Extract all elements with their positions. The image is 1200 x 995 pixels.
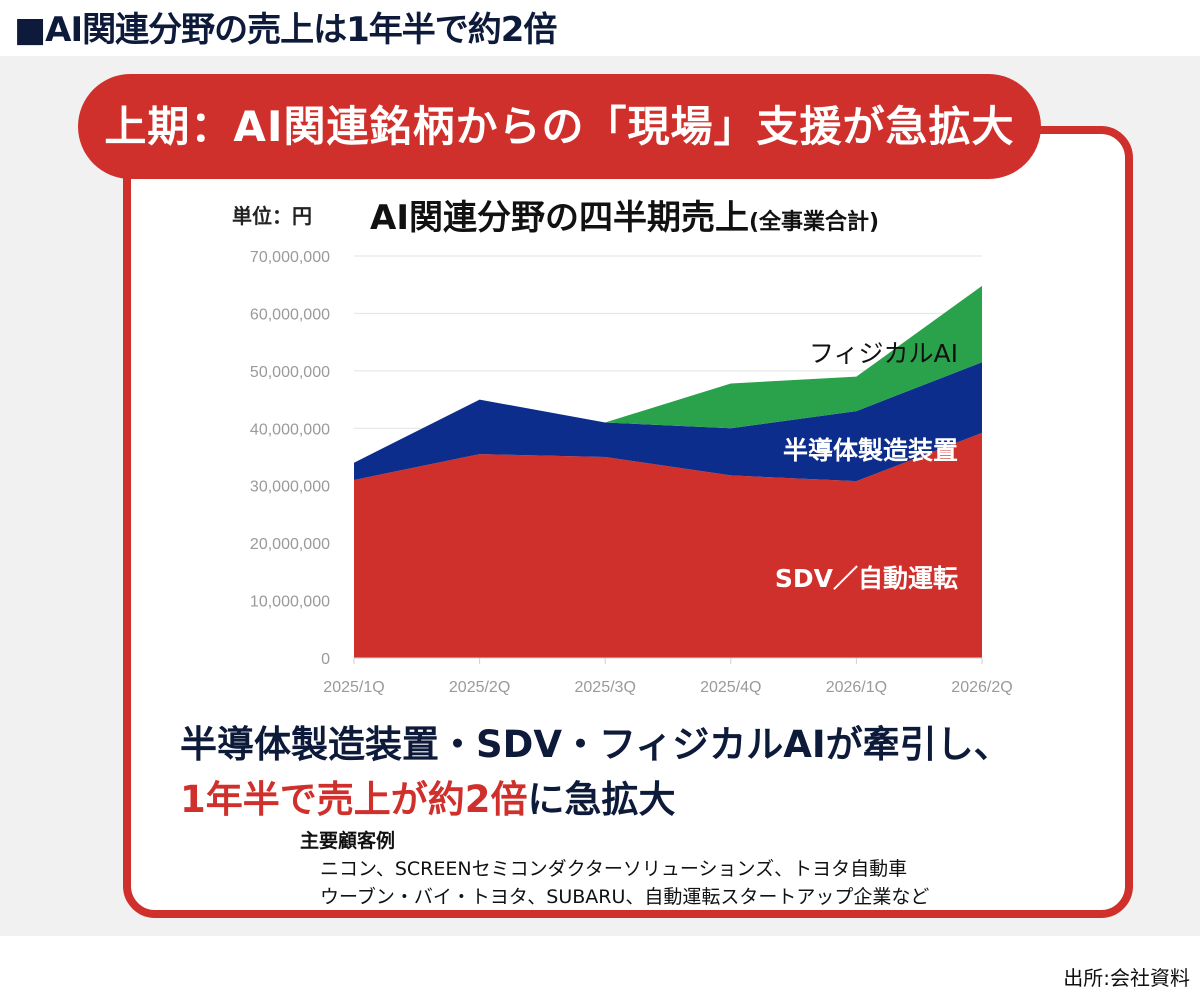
x-tick-label: 2026/2Q bbox=[951, 679, 1012, 696]
source-note: 出所:会社資料 bbox=[1063, 966, 1190, 990]
summary-accent: 1年半で売上が約2倍 bbox=[180, 778, 528, 821]
x-tick-label: 2025/3Q bbox=[575, 679, 636, 696]
summary-rest: に急拡大 bbox=[527, 778, 676, 821]
area-semiconductor bbox=[354, 362, 982, 482]
headline-banner-text: 上期：AI関連銘柄からの「現場」支援が急拡大 bbox=[104, 102, 1015, 151]
y-tick-label: 50,000,000 bbox=[250, 364, 330, 381]
series-label-sdv: SDV／自動運転 bbox=[775, 564, 958, 593]
headline-banner: 上期：AI関連銘柄からの「現場」支援が急拡大 bbox=[78, 74, 1041, 179]
x-tick-label: 2026/1Q bbox=[826, 679, 887, 696]
page-title: ■AI関連分野の売上は1年半で約2倍 bbox=[14, 10, 557, 50]
y-tick-label: 10,000,000 bbox=[250, 594, 330, 611]
series-label-semiconductor: 半導体製造装置 bbox=[783, 436, 958, 465]
customers-block: 主要顧客例 ニコン、SCREENセミコンダクターソリューションズ、トヨタ自動車 … bbox=[300, 827, 929, 911]
series-label-physical-ai: フィジカルAI bbox=[809, 339, 958, 368]
customers-heading: 主要顧客例 bbox=[300, 830, 396, 852]
y-tick-label: 70,000,000 bbox=[250, 249, 330, 266]
unit-label: 単位：円 bbox=[232, 204, 312, 228]
summary-line-2: 1年半で売上が約2倍に急拡大 bbox=[180, 772, 1011, 827]
x-tick-label: 2025/1Q bbox=[323, 679, 384, 696]
customers-line-2: ウーブン・バイ・トヨタ、SUBARU、自動運転スタートアップ企業など bbox=[320, 886, 930, 908]
y-tick-label: 60,000,000 bbox=[250, 306, 330, 323]
area-sdv bbox=[354, 432, 982, 658]
customers-line-1: ニコン、SCREENセミコンダクターソリューションズ、トヨタ自動車 bbox=[320, 858, 908, 880]
y-tick-label: 30,000,000 bbox=[250, 479, 330, 496]
x-tick-label: 2025/2Q bbox=[449, 679, 510, 696]
y-tick-label: 40,000,000 bbox=[250, 421, 330, 438]
summary-block: 半導体製造装置・SDV・フィジカルAIが牽引し、 1年半で売上が約2倍に急拡大 bbox=[180, 717, 1011, 827]
chart-subtitle: (全事業合計) bbox=[748, 210, 880, 235]
x-tick-label: 2025/4Q bbox=[700, 679, 761, 696]
y-tick-label: 0 bbox=[321, 651, 330, 668]
summary-line-1: 半導体製造装置・SDV・フィジカルAIが牽引し、 bbox=[180, 723, 1011, 766]
chart-title-block: AI関連分野の四半期売上(全事業合計) bbox=[370, 190, 879, 239]
chart-title: AI関連分野の四半期売上 bbox=[370, 198, 749, 238]
y-tick-label: 20,000,000 bbox=[250, 536, 330, 553]
